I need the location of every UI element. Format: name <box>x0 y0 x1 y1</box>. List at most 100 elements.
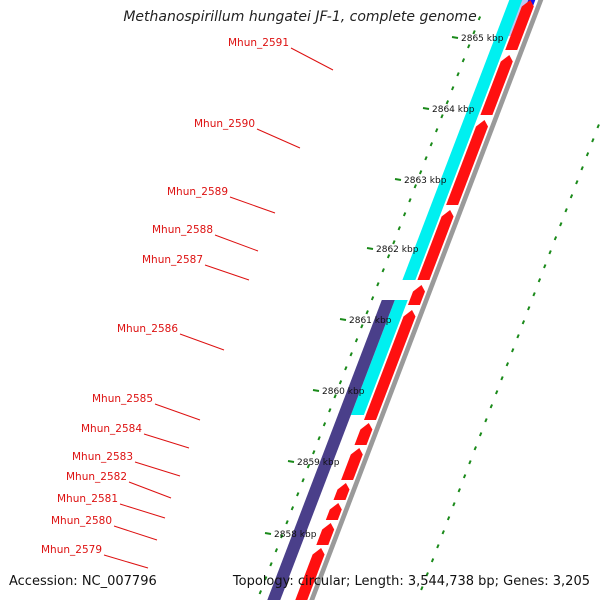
gene-label[interactable]: Mhun_2579 <box>41 544 102 556</box>
gene-arrow[interactable] <box>295 548 325 600</box>
scale-dot-tick <box>505 362 510 367</box>
scale-label: 2858 kbp <box>274 530 317 540</box>
strand-dot-tick <box>408 198 412 203</box>
gene-leader-line <box>154 403 201 421</box>
genome-backbone <box>309 0 544 600</box>
cyan-feature-upper <box>402 0 523 280</box>
scale-dot-tick <box>532 292 536 297</box>
scale-major-tick <box>451 36 459 39</box>
gene-leader-line <box>134 461 181 477</box>
strand-dot-tick <box>322 422 327 427</box>
strand-dot-tick <box>328 408 332 413</box>
scale-dot-tick <box>489 404 493 409</box>
scale-label: 2861 kbp <box>349 316 392 326</box>
strand-dot-tick <box>429 142 433 147</box>
strand-dot-tick <box>418 170 423 175</box>
scale-dot-tick <box>430 558 435 563</box>
scale-dot-tick <box>543 264 547 269</box>
strand-dot-tick <box>456 72 460 77</box>
gene-label[interactable]: Mhun_2591 <box>228 37 289 49</box>
gene-leader-line <box>179 333 225 351</box>
scale-dot-tick <box>436 544 440 549</box>
gene-arrow[interactable] <box>407 285 425 305</box>
scale-label: 2862 kbp <box>376 245 419 255</box>
gene-label[interactable]: Mhun_2588 <box>152 224 213 236</box>
strand-dot-tick <box>386 254 391 259</box>
strand-dot-tick <box>370 296 375 301</box>
cyan-feature-lower <box>350 300 408 415</box>
gene-arrow[interactable] <box>446 120 488 205</box>
scale-dot-tick <box>521 320 526 325</box>
strand-dot-tick <box>258 590 262 595</box>
strand-dot-tick <box>397 226 401 231</box>
scale-dot-tick <box>569 194 574 199</box>
gene-arrow[interactable] <box>354 423 373 445</box>
scale-dot-tick <box>580 166 584 171</box>
strand-dot-tick <box>333 394 337 399</box>
strand-dot-tick <box>451 86 455 91</box>
strand-dot-tick <box>467 44 471 49</box>
strand-dot-tick <box>306 464 311 469</box>
gene-leader-line <box>143 433 190 449</box>
strand-dot-tick <box>349 352 353 357</box>
gene-leader-line <box>204 264 250 281</box>
scale-label: 2864 kbp <box>432 105 475 115</box>
gene-leader-line <box>229 196 276 214</box>
gene-leader-line <box>119 503 166 519</box>
strand-dot-tick <box>461 58 466 63</box>
gene-label[interactable]: Mhun_2585 <box>92 393 153 405</box>
strand-dot-tick <box>376 282 380 287</box>
scale-dot-tick <box>473 446 477 451</box>
scale-label: 2860 kbp <box>322 387 365 397</box>
strand-dot-tick <box>354 338 359 343</box>
gene-arrow[interactable] <box>480 55 513 115</box>
accession-text: Accession: NC_007796 <box>9 574 157 589</box>
gene-label[interactable]: Mhun_2587 <box>142 254 203 266</box>
gene-arrow[interactable] <box>341 448 363 480</box>
scale-dot-tick <box>516 334 520 339</box>
scale-dot-tick <box>425 572 429 577</box>
gene-arrow[interactable] <box>505 0 534 50</box>
strand-dot-tick <box>402 212 407 217</box>
gene-arrow[interactable] <box>333 483 350 500</box>
gene-arrow[interactable] <box>417 210 454 280</box>
gene-arrow[interactable] <box>316 523 335 545</box>
gene-label[interactable]: Mhun_2581 <box>57 493 118 505</box>
gene-arrow[interactable] <box>325 503 342 520</box>
gene-arrow[interactable] <box>364 310 416 420</box>
scale-dot-tick <box>591 138 595 143</box>
gene-leader-line <box>256 128 301 149</box>
strand-dot-tick <box>290 506 295 511</box>
gene-label[interactable]: Mhun_2584 <box>81 423 142 435</box>
strand-dot-tick <box>285 520 289 525</box>
gene-label[interactable]: Mhun_2583 <box>72 451 133 463</box>
scale-major-tick <box>312 389 320 392</box>
scale-dot-tick <box>553 236 558 241</box>
scale-label: 2865 kbp <box>461 34 504 44</box>
scale-dot-tick <box>548 250 552 255</box>
scale-dot-tick <box>468 460 472 465</box>
gene-label[interactable]: Mhun_2590 <box>194 118 255 130</box>
strand-dot-tick <box>269 562 273 567</box>
scale-major-tick <box>422 107 430 110</box>
strand-dot-tick <box>392 240 396 245</box>
scale-label: 2859 kbp <box>297 458 340 468</box>
gene-leader-line <box>103 554 149 569</box>
gene-leader-line <box>113 525 158 541</box>
gene-label[interactable]: Mhun_2589 <box>167 186 228 198</box>
scale-dot-tick <box>559 222 563 227</box>
strand-dot-tick <box>280 534 284 539</box>
strand-dot-tick <box>440 114 444 119</box>
scale-dot-tick <box>441 530 445 535</box>
strand-dot-tick <box>344 366 348 371</box>
gene-leader-line <box>290 47 334 71</box>
gene-label[interactable]: Mhun_2582 <box>66 471 127 483</box>
gene-label[interactable]: Mhun_2586 <box>117 323 178 335</box>
scale-dot-tick <box>484 418 488 423</box>
scale-dot-tick <box>585 152 590 157</box>
strand-dot-tick <box>477 16 482 21</box>
strand-dot-tick <box>381 268 385 273</box>
scale-dot-tick <box>462 474 467 479</box>
scale-dot-tick <box>564 208 568 213</box>
gene-label[interactable]: Mhun_2580 <box>51 515 112 527</box>
